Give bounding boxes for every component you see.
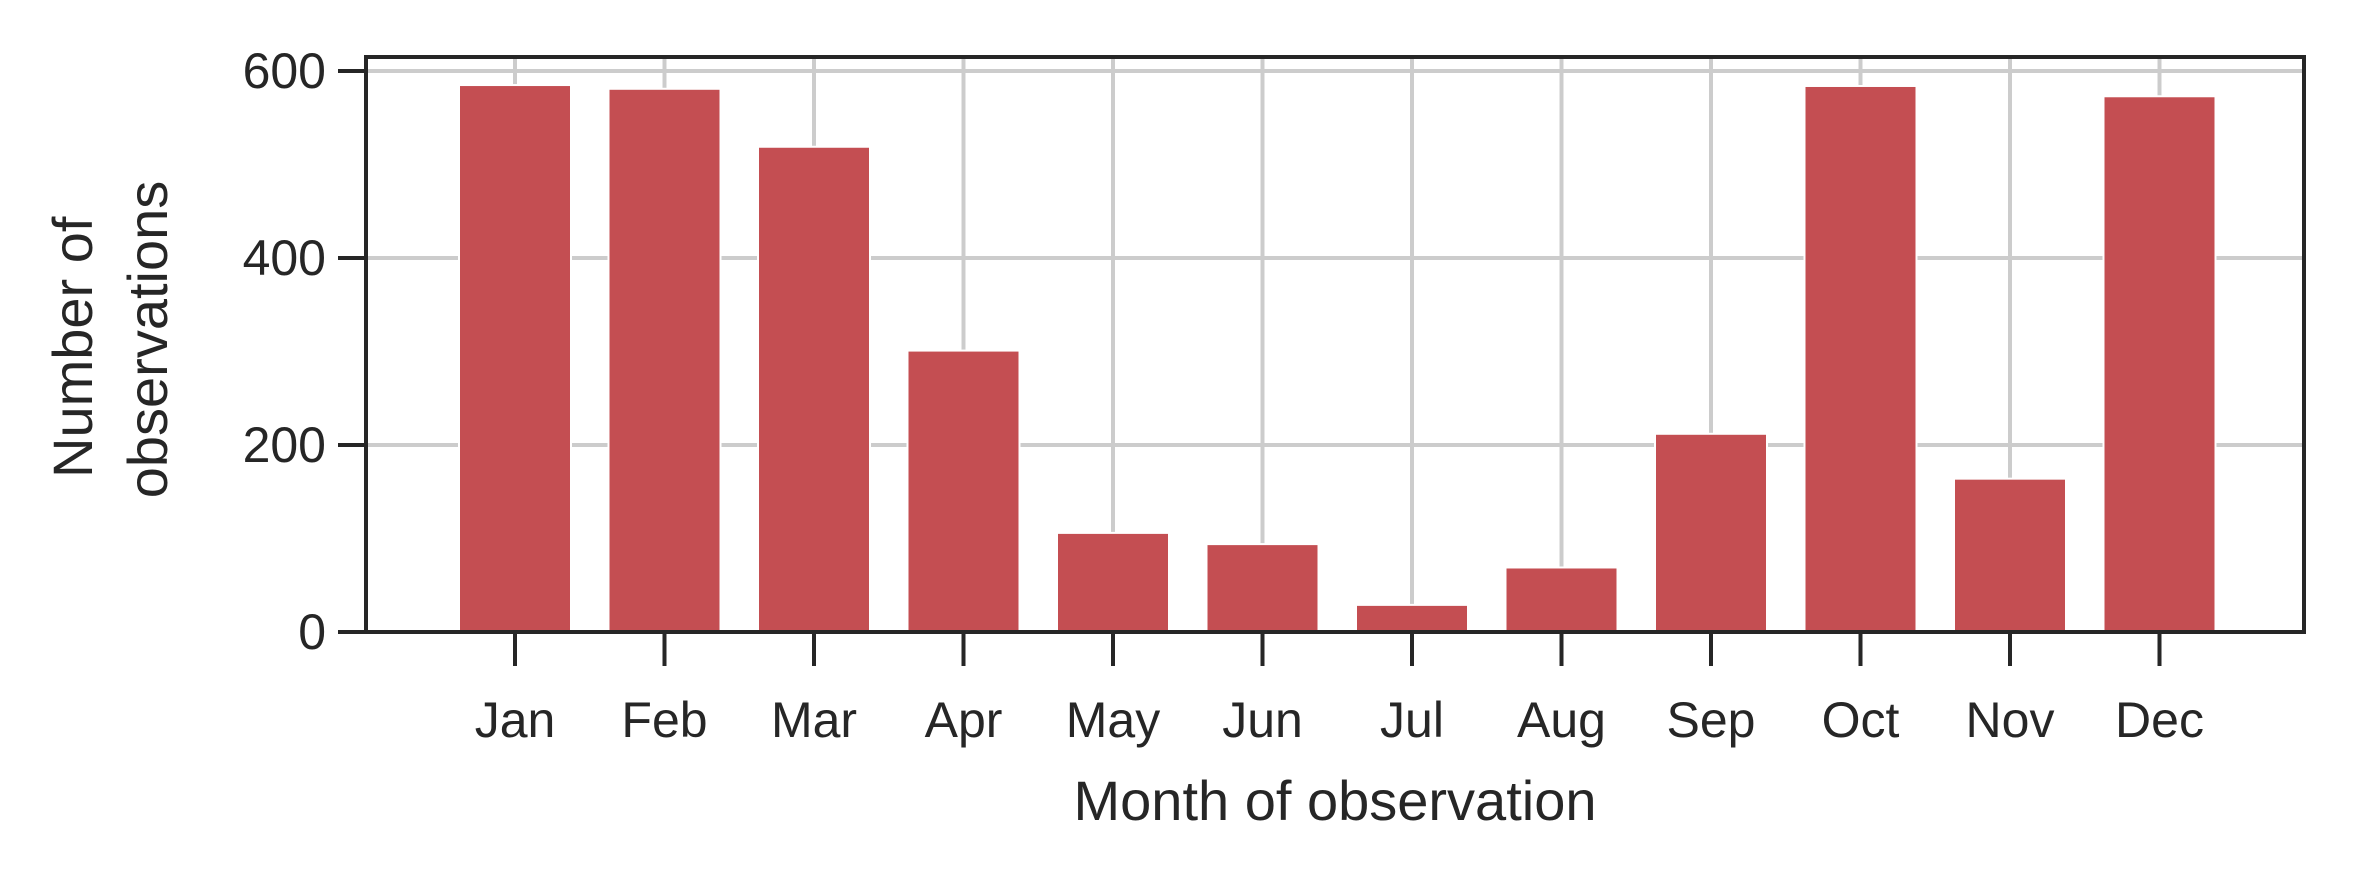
plot-frame [364,55,2306,634]
y-tick-label-400: 400 [243,230,326,286]
bar-mar [757,145,871,633]
x-tick-label-feb: Feb [621,692,707,748]
y-axis-ticks: 0 200 400 600 [243,43,366,660]
bar-jul [1355,603,1469,633]
bar-feb [607,87,722,633]
x-tick-label-nov: Nov [1966,692,2055,748]
x-tick-label-dec: Dec [2115,692,2204,748]
bar-jan [458,84,572,634]
x-tick-label-aug: Aug [1517,692,1606,748]
x-tick-label-apr: Apr [925,692,1003,748]
bar-nov [1953,477,2067,633]
y-tick-label-0: 0 [298,604,326,660]
bar-sep [1654,432,1768,633]
x-tick-label-jun: Jun [1222,692,1303,748]
bars [458,84,2217,634]
y-axis-label: Number of observations [41,181,179,499]
bar-may [1056,531,1170,633]
bar-aug [1504,566,1619,633]
bar-jun [1205,543,1320,634]
x-tick-label-jan: Jan [475,692,556,748]
x-tick-label-mar: Mar [771,692,857,748]
bar-dec [2102,95,2217,633]
x-axis-label: Month of observation [1074,769,1597,832]
x-tick-label-oct: Oct [1822,692,1900,748]
y-axis-label-line-1: Number of [41,216,104,478]
x-tick-label-sep: Sep [1667,692,1756,748]
bar-apr [906,349,1021,633]
x-tick-label-may: May [1066,692,1160,748]
x-tick-label-jul: Jul [1380,692,1444,748]
y-axis-label-line-2: observations [116,181,179,499]
y-tick-label-200: 200 [243,417,326,473]
bar-oct [1803,84,1918,633]
x-axis-ticks: Jan Feb Mar Apr May Jun Jul Aug Sep Oct Nov Dec [475,632,2204,748]
y-tick-label-600: 600 [243,43,326,99]
